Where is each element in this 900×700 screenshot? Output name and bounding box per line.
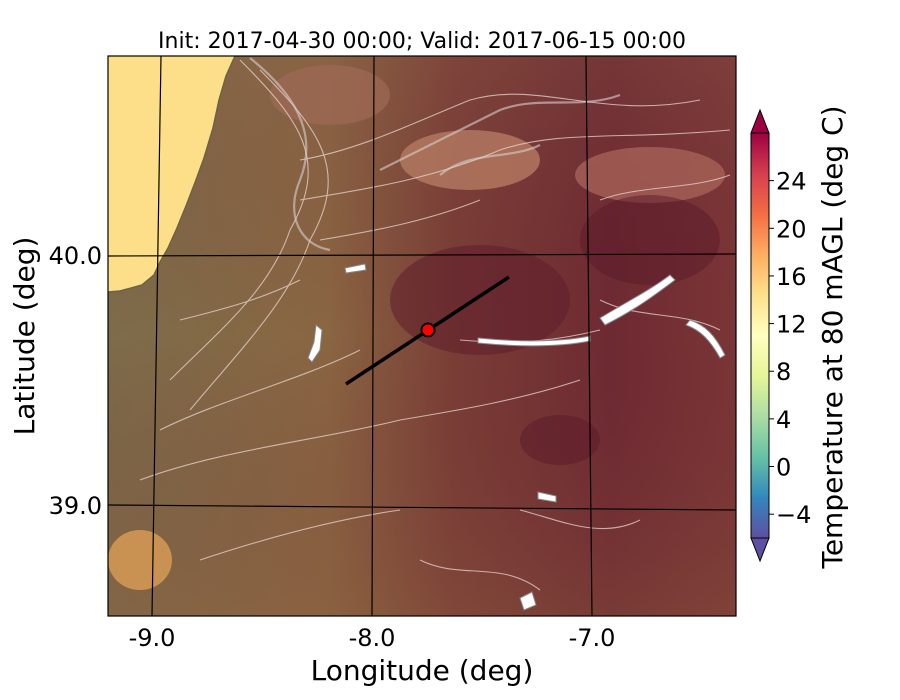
colorbar-tick-label: 12 <box>776 311 807 339</box>
x-axis-label: Longitude (deg) <box>311 654 534 687</box>
colorbar-tick-label: 0 <box>776 454 791 482</box>
ocean <box>108 56 235 292</box>
colorbar-label: Temperature at 80 mAGL (deg C) <box>816 105 849 569</box>
contours <box>139 59 731 591</box>
colorbar-body <box>750 132 770 539</box>
colorbar-tick-label: 20 <box>776 215 807 243</box>
colorbar-tick-label: 16 <box>776 263 807 291</box>
cool-lowland <box>108 530 172 590</box>
site-marker <box>420 322 436 338</box>
hot-core <box>580 195 720 285</box>
reservoirs <box>307 263 726 611</box>
y-tick-label: 39.0 <box>49 492 102 520</box>
highland-patch <box>575 147 725 203</box>
y-axis-label: Latitude (deg) <box>8 237 41 436</box>
ridge-contours <box>249 57 621 252</box>
colorbar-extend-max <box>750 108 770 134</box>
highland-patch <box>270 65 390 125</box>
y-tick-label: 40.0 <box>49 242 102 270</box>
coast-line <box>108 56 236 293</box>
colorbar-tick-label: 24 <box>776 168 807 196</box>
colorbar-tick-label: 4 <box>776 406 791 434</box>
x-tick-label: -9.0 <box>129 624 176 652</box>
x-tick-label: -8.0 <box>349 624 396 652</box>
chart-title: Init: 2017-04-30 00:00; Valid: 2017-06-1… <box>158 29 686 54</box>
colorbar-tick-label: 8 <box>776 358 791 386</box>
y-axis: 40.0 39.0 Latitude (deg) <box>8 237 102 520</box>
x-axis: -9.0 -8.0 -7.0 Longitude (deg) <box>129 624 616 687</box>
colorbar: 24 20 16 12 8 4 0 −4 Temperature at 80 mAGL (de… <box>750 105 849 570</box>
x-tick-label: -7.0 <box>569 624 616 652</box>
map-panel <box>108 56 736 616</box>
graticule <box>108 56 736 616</box>
colorbar-extend-min <box>750 537 770 563</box>
colorbar-tick-label: −4 <box>776 501 811 529</box>
map-frame <box>107 55 737 617</box>
hot-core <box>520 415 600 465</box>
